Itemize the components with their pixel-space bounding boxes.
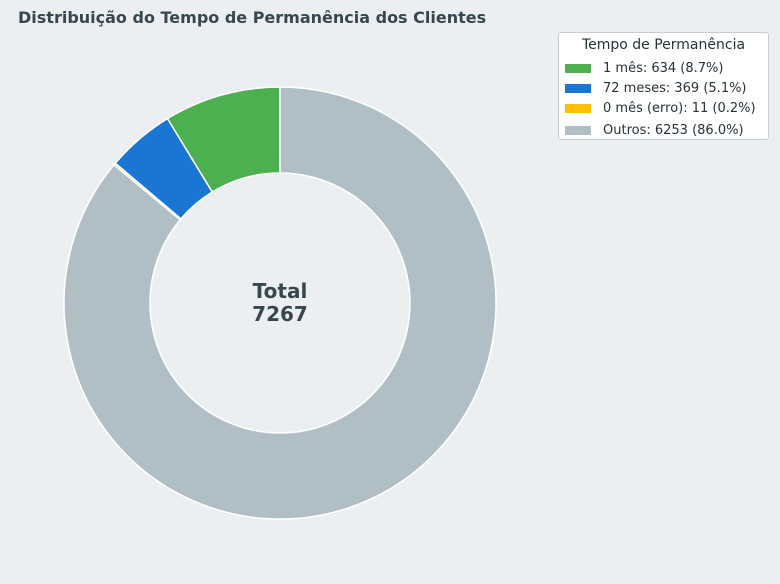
legend-swatch	[565, 103, 591, 113]
legend-swatch	[565, 83, 591, 93]
legend-item-1-mes: 1 mês: 634 (8.7%)	[565, 59, 723, 77]
legend-label: Outros: 6253 (86.0%)	[603, 122, 744, 138]
center-total-value: 7267	[252, 302, 308, 326]
legend: Tempo de Permanência 1 mês: 634 (8.7%) 7…	[558, 32, 769, 140]
donut-slice-3	[63, 86, 497, 520]
legend-item-72-meses: 72 meses: 369 (5.1%)	[565, 79, 747, 97]
legend-label: 0 mês (erro): 11 (0.2%)	[603, 100, 756, 116]
donut-slices	[63, 86, 497, 520]
legend-title: Tempo de Permanência	[581, 37, 746, 53]
legend-swatch	[565, 125, 591, 135]
center-total-label: Total	[253, 279, 308, 303]
legend-label: 72 meses: 369 (5.1%)	[603, 80, 747, 96]
legend-item-outros: Outros: 6253 (86.0%)	[565, 121, 744, 139]
legend-label: 1 mês: 634 (8.7%)	[603, 60, 724, 76]
legend-item-0-mes-erro: 0 mês (erro): 11 (0.2%)	[565, 99, 756, 117]
legend-swatch	[565, 63, 591, 73]
chart-title: Distribuição do Tempo de Permanência dos…	[18, 8, 487, 27]
